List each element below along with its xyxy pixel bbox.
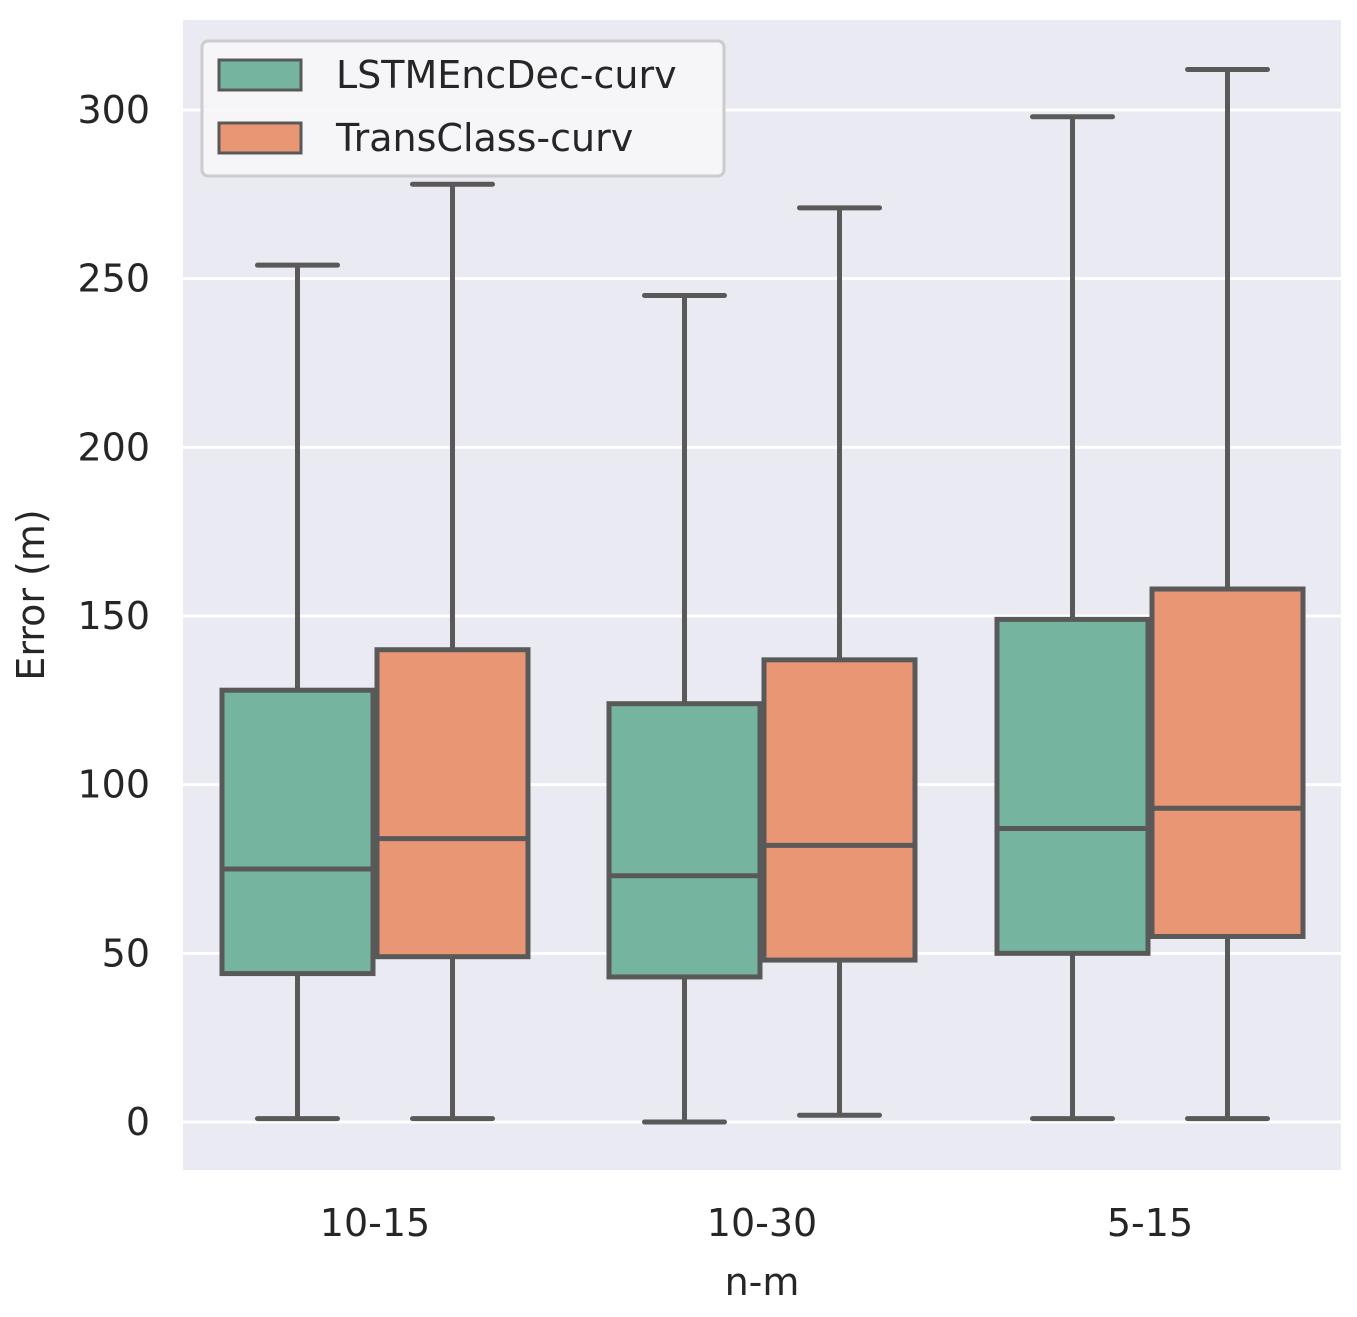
y-tick-label: 0 xyxy=(126,1100,150,1144)
y-tick-label: 50 xyxy=(102,931,150,975)
y-tick-label: 200 xyxy=(77,425,150,469)
y-axis-label: Error (m) xyxy=(9,509,53,680)
box-TransClass-curv-10-15 xyxy=(374,181,531,1122)
legend-swatch-lstmencdec xyxy=(217,58,303,92)
x-axis-ticks: 10-15 10-30 5-15 xyxy=(320,1201,1193,1245)
box-TransClass-curv-5-15 xyxy=(1149,67,1306,1122)
x-tick-label: 10-30 xyxy=(707,1201,817,1245)
box-LSTMEncDec-curv-10-30 xyxy=(606,293,763,1125)
y-tick-label: 100 xyxy=(77,763,150,807)
boxes xyxy=(219,67,1306,1125)
y-tick-label: 150 xyxy=(77,594,150,638)
legend-frame xyxy=(200,39,726,178)
y-tick-label: 250 xyxy=(77,257,150,301)
box-LSTMEncDec-curv-5-15 xyxy=(994,114,1151,1122)
y-axis-ticks: 0 50 100 150 200 250 300 xyxy=(77,88,150,1144)
legend: LSTMEncDec-curv TransClass-curv xyxy=(200,39,726,178)
box-body xyxy=(606,701,763,980)
x-tick-label: 10-15 xyxy=(320,1201,430,1245)
x-axis-label: n-m xyxy=(725,1260,800,1304)
box-LSTMEncDec-curv-10-15 xyxy=(219,262,376,1122)
box-TransClass-curv-10-30 xyxy=(761,205,918,1118)
legend-swatch-transclass xyxy=(217,121,303,155)
box-body xyxy=(1149,586,1306,939)
x-tick-label: 5-15 xyxy=(1107,1201,1193,1245)
box-body xyxy=(761,657,918,963)
box-body xyxy=(219,687,376,977)
legend-label-transclass: TransClass-curv xyxy=(335,116,633,160)
box-body xyxy=(994,616,1151,956)
y-tick-label: 300 xyxy=(77,88,150,132)
legend-label-lstmencdec: LSTMEncDec-curv xyxy=(336,53,677,97)
box-body xyxy=(374,647,531,960)
